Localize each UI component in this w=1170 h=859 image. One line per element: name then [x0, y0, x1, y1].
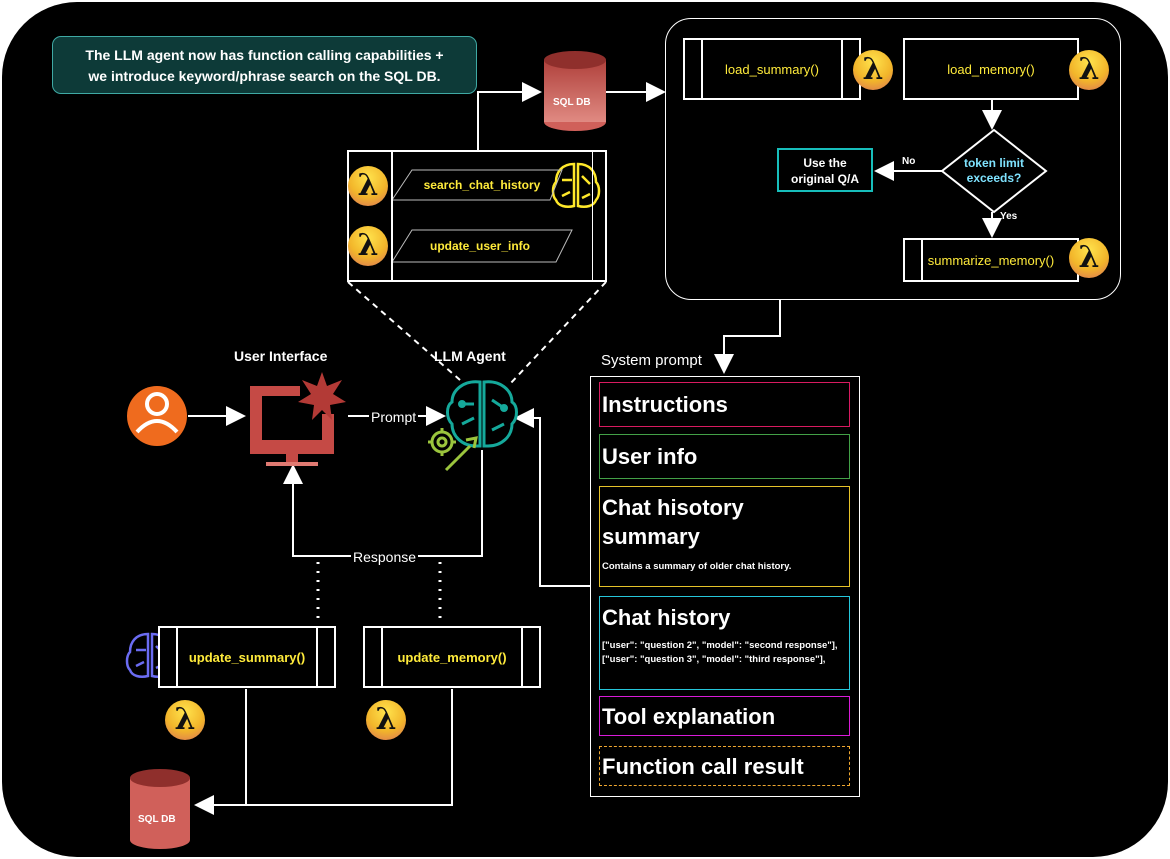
- lambda-icon-update-memory: λ: [366, 700, 406, 740]
- load-summary-label: load_summary(): [725, 61, 819, 77]
- db-top-label: SQL DB: [553, 97, 591, 108]
- load-memory-box[interactable]: load_memory(): [903, 38, 1079, 100]
- summarize-memory-box[interactable]: summarize_memory(): [903, 238, 1079, 282]
- lambda-icon-update-user: λ: [348, 226, 388, 266]
- user-icon: [127, 386, 187, 446]
- memory-panel: [665, 18, 1121, 300]
- fallback-box: Use the original Q/A: [777, 148, 873, 192]
- decision-line-1: token limit: [963, 156, 1024, 170]
- instructions-section: Instructions: [599, 382, 850, 427]
- arrow-system-prompt-to-agent: [514, 408, 590, 587]
- search-tool-shape: [391, 169, 563, 201]
- llm-agent-label: LLM Agent: [434, 348, 506, 364]
- response-edge-label: Response: [351, 549, 419, 565]
- system-prompt-container: [590, 376, 860, 797]
- chat-summary-title-1: Chat hisotory: [602, 495, 744, 520]
- chat-history-line-1: ["user": "question 2", "model": "second …: [602, 640, 838, 651]
- update-memory-label: update_memory(): [397, 649, 507, 665]
- dashed-tools-left: [347, 281, 461, 381]
- no-edge-label: No: [902, 156, 916, 167]
- chat-history-title: Chat history: [602, 605, 731, 630]
- decision-text: token limit exceeds?: [944, 156, 1044, 186]
- update-user-tool-shape: [391, 229, 573, 263]
- chat-summary-title-2: summary: [602, 524, 700, 549]
- gear-wrench-icon: [428, 428, 478, 472]
- note-box: The LLM agent now has function calling c…: [52, 36, 477, 94]
- update-user-info-tool[interactable]: update_user_info: [429, 239, 531, 253]
- user-info-section: User info: [599, 434, 850, 479]
- chat-history-section: Chat history ["user": "question 2", "mod…: [599, 596, 850, 690]
- lambda-icon-load-memory: λ: [1069, 50, 1109, 90]
- chat-summary-section: Chat hisotory summary Contains a summary…: [599, 486, 850, 587]
- instructions-title: Instructions: [602, 392, 728, 417]
- function-call-result-section: Function call result: [599, 746, 850, 786]
- fallback-line-2: original Q/A: [790, 172, 859, 186]
- decision-diamond: [940, 128, 1048, 214]
- lambda-icon-update-summary: λ: [165, 700, 205, 740]
- fallback-line-1: Use the: [803, 156, 847, 170]
- chat-summary-desc: Contains a summary of older chat history…: [602, 561, 792, 572]
- arrow-tools-to-db: [477, 82, 542, 150]
- llm-agent-brain-icon: [446, 380, 518, 448]
- line-update-memory-to-db: [246, 689, 453, 806]
- lambda-icon-load-summary: λ: [853, 50, 893, 90]
- summarize-memory-label: summarize_memory(): [927, 252, 1055, 268]
- arrow-memory-to-system-prompt: [714, 300, 781, 374]
- chat-history-line-2: ["user": "question 3", "model": "third r…: [602, 654, 826, 665]
- note-line-2: we introduce keyword/phrase search on th…: [88, 68, 441, 84]
- system-prompt-label: System prompt: [601, 352, 702, 369]
- tool-explanation-title: Tool explanation: [602, 704, 776, 729]
- user-interface-label: User Interface: [234, 348, 328, 364]
- arrow-response: [283, 450, 483, 557]
- update-memory-box[interactable]: update_memory(): [363, 626, 541, 688]
- dashed-tools-right: [509, 281, 607, 385]
- database-cylinder-top: [544, 51, 606, 131]
- user-info-title: User info: [602, 444, 698, 469]
- arrow-update-summary-to-db: [194, 689, 247, 815]
- prompt-edge-label: Prompt: [369, 409, 419, 425]
- lambda-icon-summarize-memory: λ: [1069, 238, 1109, 278]
- update-summary-label: update_summary(): [188, 649, 306, 665]
- lambda-icon-search: λ: [348, 166, 388, 206]
- load-summary-box[interactable]: load_summary(): [683, 38, 861, 100]
- search-chat-history-tool[interactable]: search_chat_history: [423, 178, 541, 192]
- decision-line-2: exceeds?: [966, 171, 1022, 185]
- yes-edge-label: Yes: [1000, 211, 1018, 222]
- tools-box: [347, 150, 607, 282]
- monitor-icon: [250, 372, 346, 466]
- note-line-1: The LLM agent now has function calling c…: [85, 47, 444, 63]
- database-cylinder-bottom: [130, 769, 190, 849]
- tool-explanation-section: Tool explanation: [599, 696, 850, 736]
- db-bottom-label: SQL DB: [138, 814, 176, 825]
- update-summary-box[interactable]: update_summary(): [158, 626, 336, 688]
- load-memory-label: load_memory(): [947, 61, 1035, 77]
- function-call-result-title: Function call result: [602, 754, 804, 779]
